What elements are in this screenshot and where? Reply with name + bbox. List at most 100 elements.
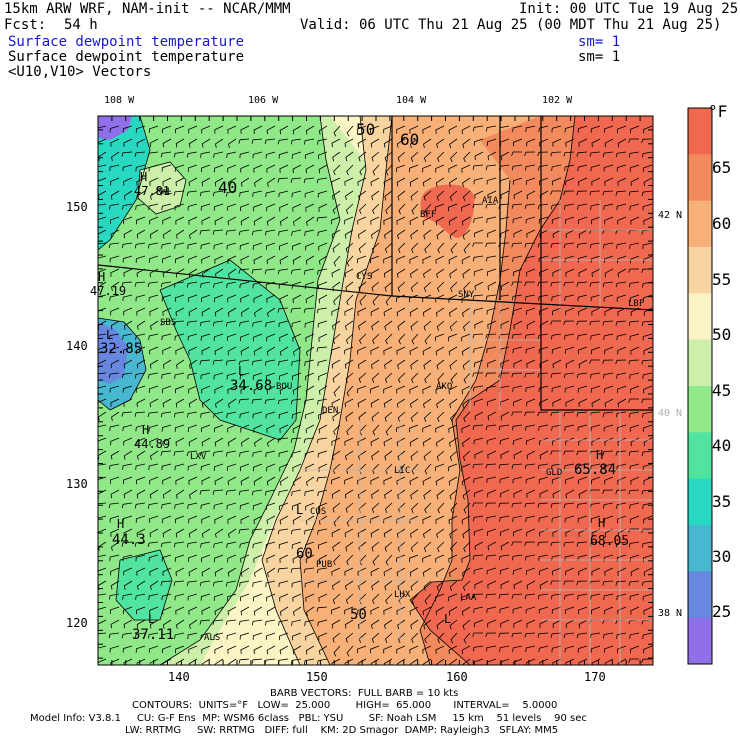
wind-barb: [590, 333, 601, 340]
wind-barb: [291, 190, 302, 198]
wind-barb: [318, 593, 328, 602]
wind-barb: [317, 190, 328, 198]
wind-barb: [423, 450, 432, 461]
wind-barb: [240, 476, 250, 486]
wind-barb: [589, 151, 601, 157]
wind-barb: [201, 125, 211, 134]
wind-barb: [629, 593, 640, 601]
wind-barb: [590, 255, 601, 263]
wind-barb: [149, 658, 159, 665]
wind-barb: [498, 593, 510, 599]
wind-barb: [201, 177, 211, 187]
wind-barb: [148, 502, 159, 509]
wind-barb: [136, 268, 146, 278]
wind-barb: [199, 580, 211, 587]
wind-barb: [397, 229, 406, 240]
wind-barb: [462, 268, 471, 279]
wind-barb: [385, 294, 393, 306]
wind-barb: [384, 489, 393, 499]
wind-barb: [384, 190, 393, 201]
wind-barb: [226, 151, 237, 159]
wind-barb: [525, 255, 536, 263]
wind-barb: [278, 320, 289, 328]
wind-barb: [357, 385, 367, 394]
wind-barb: [384, 359, 393, 369]
wind-barb: [162, 437, 172, 446]
wind-barb: [135, 203, 146, 210]
station-id: LXV: [190, 452, 207, 462]
wind-barb: [135, 554, 146, 562]
wind-barb: [266, 385, 276, 395]
wind-barb: [137, 450, 146, 460]
wind-barb: [188, 528, 198, 538]
wind-barb: [577, 463, 588, 470]
wind-barb: [214, 606, 224, 616]
wind-barb: [435, 567, 445, 577]
wind-barb: [628, 151, 640, 158]
wind-barb: [551, 346, 562, 354]
wind-barb: [253, 554, 263, 563]
wind-barb: [265, 242, 276, 250]
wind-barb: [474, 450, 484, 459]
wind-barb: [641, 658, 653, 664]
wind-barb: [357, 606, 367, 615]
wind-barb: [591, 177, 601, 186]
wind-barb: [565, 398, 575, 407]
wind-barb: [396, 125, 406, 134]
wind-barb: [539, 177, 549, 186]
wind-barb: [135, 645, 146, 653]
wind-barb: [201, 346, 211, 355]
wind-barb: [277, 268, 289, 275]
wind-barb: [200, 541, 211, 548]
wind-barb: [188, 567, 198, 577]
wind-barb: [437, 541, 445, 553]
wind-barb: [199, 229, 211, 235]
wind-barb: [630, 385, 640, 394]
wind-barb: [552, 268, 562, 277]
wind-barb: [564, 515, 575, 523]
wind-barb: [435, 164, 445, 173]
wind-barb: [359, 203, 367, 215]
wind-barb: [291, 541, 302, 549]
wind-barb: [290, 437, 302, 443]
wind-barb: [486, 567, 497, 575]
wind-barb: [424, 242, 432, 254]
wind-barb: [123, 398, 133, 407]
wind-barb: [449, 320, 458, 331]
wind-barb: [602, 580, 614, 586]
wind-barb: [98, 424, 107, 428]
wind-barb: [98, 255, 107, 259]
wind-barb: [226, 463, 237, 471]
wind-barb: [550, 190, 561, 195]
wind-barb: [150, 450, 159, 460]
wind-barb: [539, 268, 549, 277]
wind-barb: [148, 125, 159, 133]
wind-barb: [98, 658, 107, 665]
wind-barb: [383, 645, 393, 654]
wind-barb: [240, 567, 250, 577]
wind-barb: [422, 385, 432, 394]
wind-barb: [576, 411, 588, 417]
wind-barb: [199, 190, 211, 197]
wind-barb: [628, 450, 640, 456]
wind-barb: [121, 372, 133, 379]
wind-barb: [486, 437, 497, 445]
wind-barb: [550, 411, 562, 417]
wind-barb: [226, 242, 237, 250]
wind-barb: [591, 476, 601, 485]
wind-barb: [267, 567, 276, 577]
wind-barb: [537, 411, 549, 417]
wind-barb: [303, 177, 315, 184]
wind-barb: [304, 138, 315, 145]
wind-barb: [214, 294, 224, 303]
wind-barb: [409, 606, 419, 616]
wind-barb: [487, 580, 497, 589]
wind-barb: [291, 411, 302, 419]
wind-barb: [564, 203, 575, 210]
wind-barb: [175, 528, 185, 538]
wind-barb: [214, 307, 224, 317]
wind-barb: [409, 294, 419, 303]
wind-barb: [304, 528, 315, 535]
wind-barb: [565, 268, 575, 277]
header-title: 15km ARW WRF, NAM-init -- NCAR/MMM: [4, 1, 291, 17]
